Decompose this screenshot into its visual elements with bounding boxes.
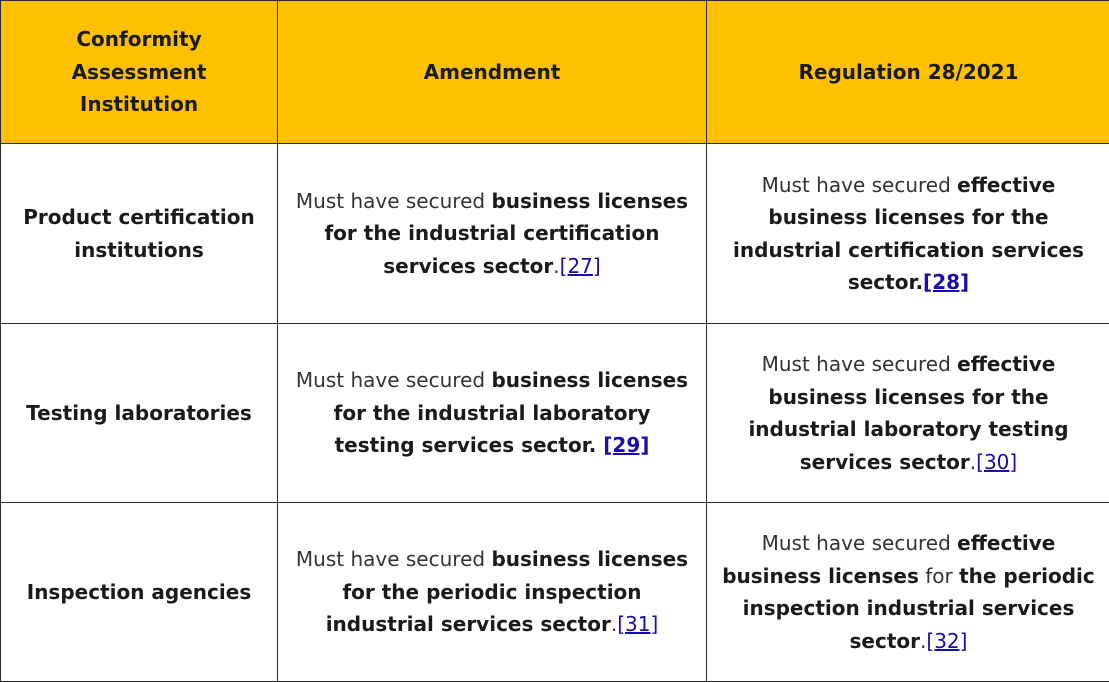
- cell-prefix: Must have secured: [296, 547, 492, 571]
- cell-middle: for: [919, 564, 959, 588]
- table-row: Inspection agencies Must have secured bu…: [1, 503, 1109, 682]
- regulation-cell: Must have secured effective business lic…: [707, 503, 1109, 682]
- footnote-link[interactable]: [32]: [926, 629, 967, 653]
- footnote-link[interactable]: [27]: [560, 254, 601, 278]
- table-row: Product certification institutions Must …: [1, 144, 1109, 324]
- amendment-cell: Must have secured business licenses for …: [278, 503, 707, 682]
- header-amendment: Amendment: [278, 1, 707, 144]
- cell-prefix: Must have secured: [296, 368, 492, 392]
- table-header-row: Conformity Assessment Institution Amendm…: [1, 1, 1109, 144]
- footnote-link[interactable]: [28]: [923, 270, 969, 294]
- regulation-cell: Must have secured effective business lic…: [707, 324, 1109, 503]
- amendment-cell: Must have secured business licenses for …: [278, 144, 707, 324]
- cell-prefix: Must have secured: [296, 189, 492, 213]
- row-label: Testing laboratories: [1, 324, 278, 503]
- cell-prefix: Must have secured: [762, 173, 958, 197]
- header-institution: Conformity Assessment Institution: [1, 1, 278, 144]
- footnote-link[interactable]: [30]: [976, 450, 1017, 474]
- cell-prefix: Must have secured: [762, 352, 958, 376]
- table-row: Testing laboratories Must have secured b…: [1, 324, 1109, 503]
- regulation-cell: Must have secured effective business lic…: [707, 144, 1109, 324]
- cell-prefix: Must have secured: [762, 531, 958, 555]
- footnote-link[interactable]: [29]: [603, 433, 649, 457]
- row-label: Inspection agencies: [1, 503, 278, 682]
- footnote-link[interactable]: [31]: [617, 612, 658, 636]
- row-label: Product certification institutions: [1, 144, 278, 324]
- header-regulation: Regulation 28/2021: [707, 1, 1109, 144]
- amendment-cell: Must have secured business licenses for …: [278, 324, 707, 503]
